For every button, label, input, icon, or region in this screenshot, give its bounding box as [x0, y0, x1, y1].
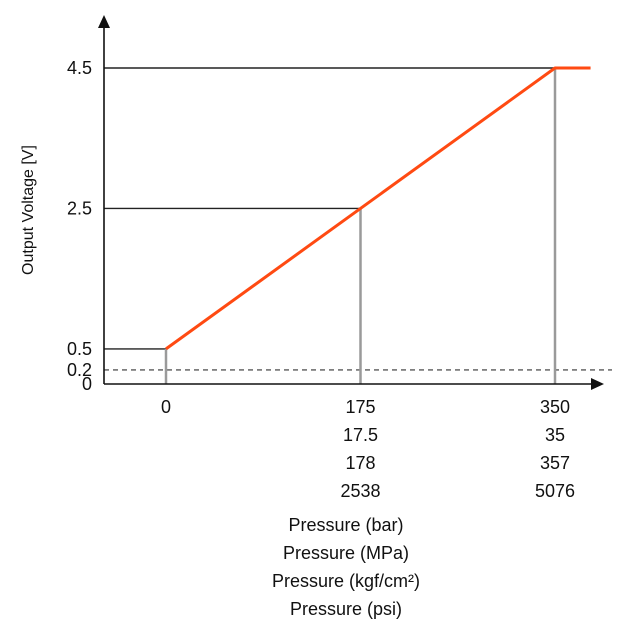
x-axis-label-bar: Pressure (bar): [288, 515, 403, 535]
x-axis-label-kgfcm2: Pressure (kgf/cm²): [272, 571, 420, 591]
x-tick-label: 17.5: [343, 425, 378, 445]
y-tick-label: 4.5: [67, 58, 92, 78]
x-tick-label: 35: [545, 425, 565, 445]
y-axis-arrow: [98, 15, 110, 28]
x-tick-label: 5076: [535, 481, 575, 501]
x-axis-label-psi: Pressure (psi): [290, 599, 402, 619]
x-axis-label-mpa: Pressure (MPa): [283, 543, 409, 563]
y-tick-label: 0.2: [67, 360, 92, 380]
y-axis-label: Output Voltage [V]: [20, 145, 37, 275]
x-tick-label: 350: [540, 397, 570, 417]
x-axis-arrow: [591, 378, 604, 390]
x-tick-label: 0: [161, 397, 171, 417]
y-tick-label: 0.5: [67, 339, 92, 359]
x-tick-label: 178: [345, 453, 375, 473]
x-tick-label: 175: [345, 397, 375, 417]
y-tick-label: 2.5: [67, 198, 92, 218]
x-tick-label: 2538: [340, 481, 380, 501]
series-line: [165, 66, 591, 351]
y-tick-label: 0: [82, 374, 92, 394]
x-tick-label: 357: [540, 453, 570, 473]
